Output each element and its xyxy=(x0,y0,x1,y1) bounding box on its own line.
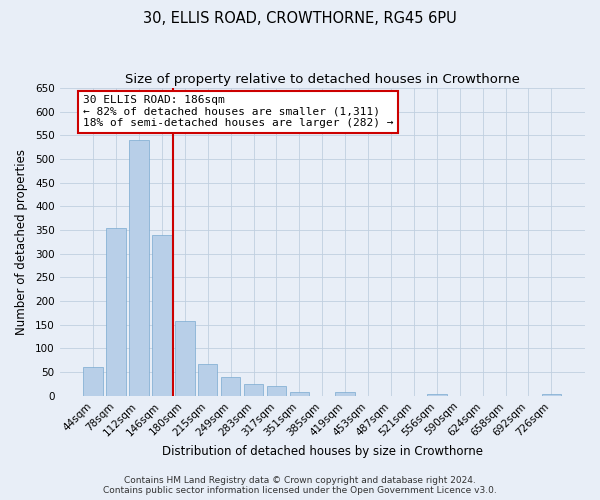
Bar xyxy=(290,392,309,396)
Bar xyxy=(244,384,263,396)
Bar xyxy=(106,228,126,396)
X-axis label: Distribution of detached houses by size in Crowthorne: Distribution of detached houses by size … xyxy=(162,444,483,458)
Text: Contains HM Land Registry data © Crown copyright and database right 2024.
Contai: Contains HM Land Registry data © Crown c… xyxy=(103,476,497,495)
Y-axis label: Number of detached properties: Number of detached properties xyxy=(15,149,28,335)
Bar xyxy=(221,377,241,396)
Bar xyxy=(335,392,355,396)
Bar xyxy=(427,394,446,396)
Bar xyxy=(198,364,217,396)
Text: 30, ELLIS ROAD, CROWTHORNE, RG45 6PU: 30, ELLIS ROAD, CROWTHORNE, RG45 6PU xyxy=(143,11,457,26)
Bar xyxy=(267,386,286,396)
Bar xyxy=(83,368,103,396)
Title: Size of property relative to detached houses in Crowthorne: Size of property relative to detached ho… xyxy=(125,72,520,86)
Text: 30 ELLIS ROAD: 186sqm
← 82% of detached houses are smaller (1,311)
18% of semi-d: 30 ELLIS ROAD: 186sqm ← 82% of detached … xyxy=(83,95,394,128)
Bar xyxy=(129,140,149,396)
Bar xyxy=(542,394,561,396)
Bar xyxy=(152,235,172,396)
Bar xyxy=(175,322,194,396)
